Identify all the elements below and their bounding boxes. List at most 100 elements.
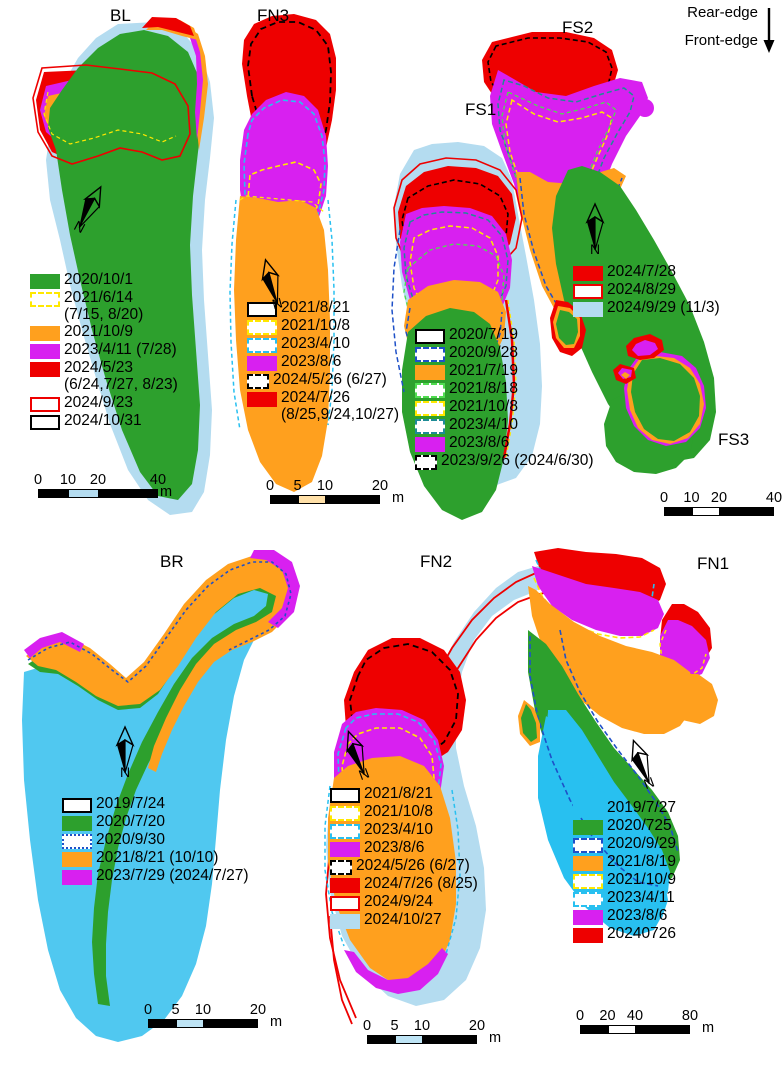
legend-item[interactable]: 2021/7/19 xyxy=(415,362,594,380)
legend-item[interactable]: 2023/8/6 xyxy=(415,434,594,452)
legend-swatch-dashed-narrow xyxy=(247,374,269,389)
legend-item[interactable]: 2024/8/29 xyxy=(573,281,720,299)
legend-item-label: 2021/8/18 xyxy=(449,380,518,397)
legend-swatch-dashed xyxy=(415,401,445,416)
scale-tick-label: 0 xyxy=(265,478,275,494)
scale-tick-label: 0 xyxy=(362,1018,372,1034)
legend-item[interactable]: 2024/5/26 (6/27) xyxy=(247,371,399,389)
legend-item[interactable]: 2019/7/27 xyxy=(573,799,676,817)
legend-item-label: 2023/4/11 xyxy=(607,889,675,906)
legend-item[interactable]: 2023/4/10 xyxy=(330,821,478,839)
legend-item[interactable]: 2021/10/8 xyxy=(415,398,594,416)
legend-item[interactable]: 2024/7/26 (8/25,9/24,10/27) xyxy=(247,389,400,423)
scale-bar-ticks: 0 5 10 20 xyxy=(144,1002,284,1019)
scale-bar-ticks: 0 5 10 20 xyxy=(266,478,406,495)
legend-item-label: 2023/7/29 (2024/7/27) xyxy=(96,867,249,884)
legend-swatch-dashed xyxy=(30,292,60,307)
legend-item[interactable]: 2021/8/21 xyxy=(330,785,478,803)
north-arrow-icon xyxy=(115,725,135,774)
legend-item[interactable]: 2023/4/10 xyxy=(247,335,399,353)
legend-swatch-solid xyxy=(30,274,60,289)
legend-item[interactable]: 2023/7/29 (2024/7/27) xyxy=(62,867,249,885)
scale-tick-label: 5 xyxy=(293,478,302,494)
legend-item[interactable]: 2021/8/19 xyxy=(573,853,676,871)
scale-bar: 0 20 40 80 m xyxy=(576,1008,716,1036)
legend-item[interactable]: 2023/8/6 xyxy=(330,839,478,857)
legend-item[interactable]: 2021/10/9 xyxy=(573,871,676,889)
scale-bar-unit: m xyxy=(160,484,173,500)
panel-title-FS1: FS1 xyxy=(465,100,497,119)
legend-item-label: 2024/7/26 (8/25,9/24,10/27) xyxy=(281,389,400,423)
legend-item[interactable]: 2020/725 xyxy=(573,817,676,835)
legend-swatch-solid xyxy=(573,820,603,835)
legend-swatch-dashed xyxy=(415,383,445,398)
legend-item[interactable]: 2019/7/24 xyxy=(62,795,249,813)
legend-item-label: 2020/7/20 xyxy=(96,813,165,830)
legend-item[interactable]: 2020/7/19 xyxy=(415,326,594,344)
legend-swatch-dashed xyxy=(415,347,445,362)
legend-swatch-dashed xyxy=(247,338,277,353)
legend-item[interactable]: 2023/9/26 (2024/6/30) xyxy=(415,452,594,470)
legend-item[interactable]: 2023/4/10 xyxy=(415,416,594,434)
legend-item[interactable]: 2024/7/28 xyxy=(573,263,720,281)
legend-swatch-solid xyxy=(573,302,603,317)
legend-item[interactable]: 2024/5/26 (6/27) xyxy=(330,857,478,875)
legend-item[interactable]: 2024/5/23 (6/24,7/27, 8/23) xyxy=(30,359,178,394)
north-arrow-icon xyxy=(346,729,365,775)
legend-swatch-dashed xyxy=(330,824,360,839)
legend-item[interactable]: 2024/7/26 (8/25) xyxy=(330,875,478,893)
scale-tick-label: 10 xyxy=(683,490,700,506)
legend-item-label: 2021/8/21 xyxy=(281,299,350,316)
legend-item[interactable]: 2020/9/29 xyxy=(573,835,676,853)
legend-item-label: 2023/4/10 xyxy=(364,821,433,838)
scale-tick-label: 40 xyxy=(765,490,783,506)
north-arrow-icon xyxy=(261,258,280,305)
legend-swatch-solid xyxy=(30,326,60,342)
legend-item[interactable]: 2021/8/21 xyxy=(247,299,399,317)
legend-item[interactable]: 2021/8/21 (10/10) xyxy=(62,849,249,867)
legend-item[interactable]: 2024/9/23 xyxy=(30,394,178,412)
legend-item-label: 20240726 xyxy=(607,925,676,942)
legend-swatch-solid xyxy=(573,910,603,925)
scale-tick-label: 20 xyxy=(371,478,389,494)
legend-item[interactable]: 2021/8/18 xyxy=(415,380,594,398)
legend-swatch-solid xyxy=(415,365,445,380)
legend-item-label: 2024/5/26 (6/27) xyxy=(273,371,387,388)
legend-item[interactable]: 2020/7/20 xyxy=(62,813,249,831)
legend-swatch-dashed xyxy=(573,874,603,889)
legend-item-label: 2020/10/1 xyxy=(64,271,133,288)
legend-item[interactable]: 2024/10/31 xyxy=(30,412,178,430)
legend-item[interactable]: 20240726 xyxy=(573,925,676,943)
legend-item[interactable]: 2023/8/6 xyxy=(247,353,399,371)
legend-item[interactable]: 2024/10/27 xyxy=(330,911,478,929)
legend-item-label: 2023/8/6 xyxy=(607,907,668,924)
legend-item[interactable]: 2021/10/8 xyxy=(330,803,478,821)
legend-item[interactable]: 2021/10/8 xyxy=(247,317,399,335)
legend-item-label: 2023/4/10 xyxy=(281,335,350,352)
scale-bar-segments xyxy=(38,489,158,498)
legend-item[interactable]: 2023/4/11 (7/28) xyxy=(30,342,178,360)
legend-swatch-solid xyxy=(330,878,360,893)
legend-item-label: 2024/5/23 (6/24,7/27, 8/23) xyxy=(64,359,178,394)
legend-item[interactable]: 2021/10/9 xyxy=(30,324,178,342)
legend-FN1: 2019/7/27 2020/725 2020/9/29 2021/8/19 2021/… xyxy=(573,799,676,944)
legend-item-label: 2020/9/30 xyxy=(96,831,165,848)
scale-tick-label: 40 xyxy=(149,472,167,488)
legend-item[interactable]: 2024/9/24 xyxy=(330,893,478,911)
legend-item[interactable]: 2024/9/29 (11/3) xyxy=(573,299,720,317)
legend-item[interactable]: 2020/10/1 xyxy=(30,271,178,289)
legend-item[interactable]: 2020/9/28 xyxy=(415,344,594,362)
legend-item-label: 2024/7/26 (8/25) xyxy=(364,875,478,892)
map-BL xyxy=(32,17,214,515)
legend-swatch-solid xyxy=(573,856,603,871)
scale-tick-label: 10 xyxy=(413,1018,431,1034)
legend-item[interactable]: 2023/8/6 xyxy=(573,907,676,925)
legend-item[interactable]: 2020/9/30 xyxy=(62,831,249,849)
legend-item[interactable]: 2023/4/11 xyxy=(573,889,676,907)
north-arrow: N xyxy=(248,252,296,317)
scale-tick-label: 20 xyxy=(249,1002,267,1018)
scale-bar-unit: m xyxy=(392,490,405,506)
legend-item[interactable]: 2021/6/14 (7/15, 8/20) xyxy=(30,289,178,323)
legend-swatch-solid xyxy=(30,344,60,360)
